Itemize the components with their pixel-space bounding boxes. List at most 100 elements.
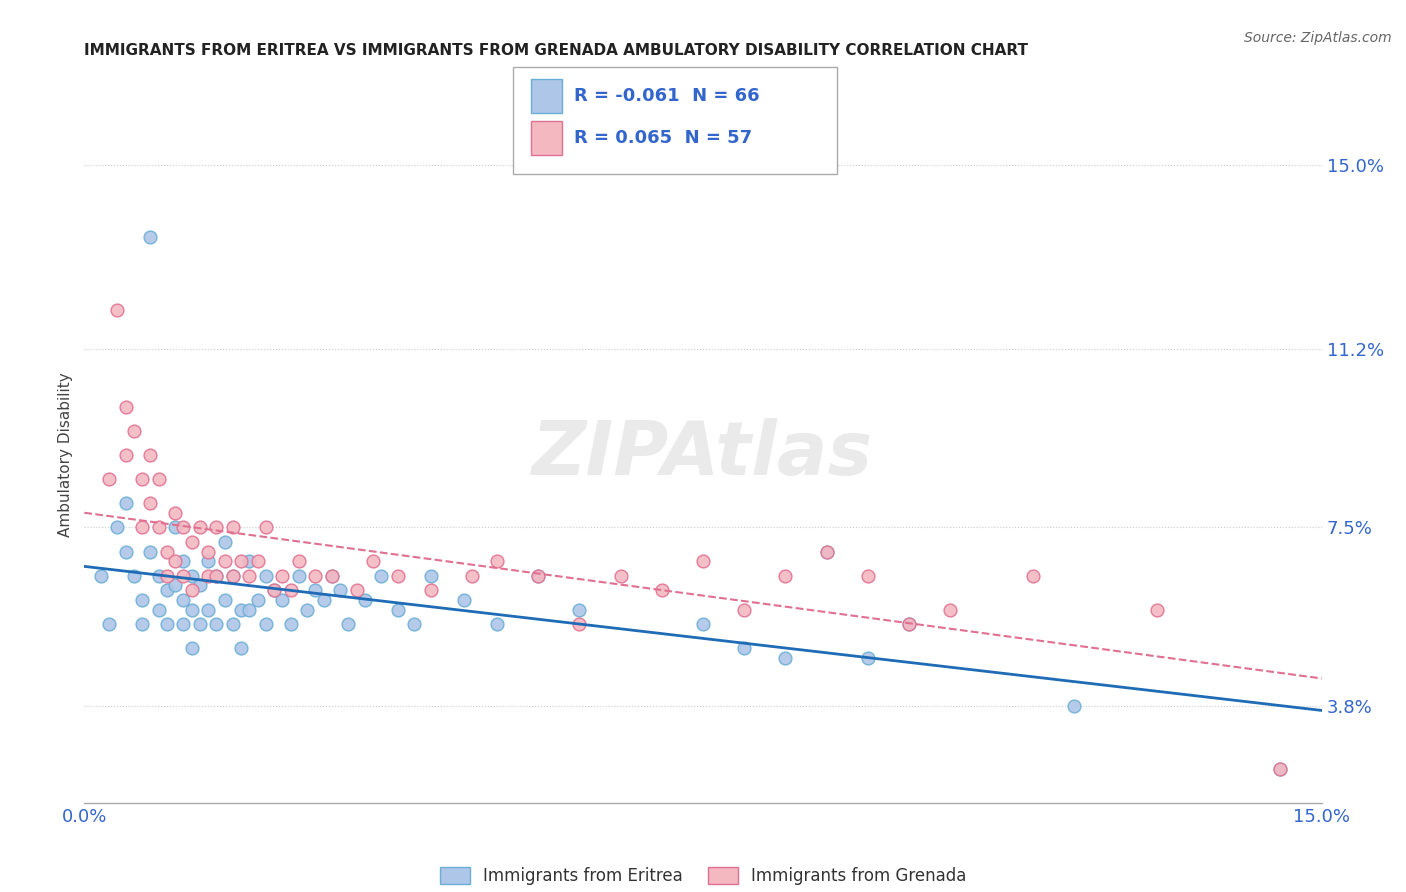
Point bbox=[387, 602, 409, 616]
Point bbox=[148, 568, 170, 582]
Point bbox=[114, 496, 136, 510]
Point bbox=[329, 583, 352, 598]
Point bbox=[131, 592, 153, 607]
Point bbox=[114, 400, 136, 414]
Text: Source: ZipAtlas.com: Source: ZipAtlas.com bbox=[1244, 31, 1392, 45]
Point bbox=[105, 303, 128, 318]
Point bbox=[419, 568, 441, 582]
Point bbox=[288, 554, 311, 568]
Point bbox=[222, 568, 245, 582]
Point bbox=[280, 617, 302, 632]
Point bbox=[131, 520, 153, 534]
Point bbox=[280, 583, 302, 598]
Point bbox=[222, 568, 245, 582]
Point bbox=[90, 568, 112, 582]
Point bbox=[321, 568, 343, 582]
Point bbox=[419, 583, 441, 598]
Point bbox=[288, 568, 311, 582]
Point bbox=[172, 592, 194, 607]
Point bbox=[139, 230, 162, 244]
Point bbox=[222, 520, 245, 534]
Point bbox=[172, 554, 194, 568]
Point bbox=[238, 554, 260, 568]
Point bbox=[246, 592, 269, 607]
Point bbox=[815, 544, 838, 558]
Point bbox=[165, 506, 187, 520]
Point bbox=[122, 568, 145, 582]
Point bbox=[651, 583, 673, 598]
Point bbox=[180, 583, 202, 598]
Point bbox=[271, 568, 294, 582]
Point bbox=[246, 554, 269, 568]
Point bbox=[1063, 699, 1085, 714]
Point bbox=[370, 568, 392, 582]
Point bbox=[568, 617, 591, 632]
Point bbox=[172, 617, 194, 632]
Point bbox=[527, 568, 550, 582]
Point bbox=[815, 544, 838, 558]
Point bbox=[165, 554, 187, 568]
Point bbox=[205, 568, 228, 582]
Point bbox=[898, 617, 921, 632]
Point bbox=[346, 583, 368, 598]
Point bbox=[361, 554, 384, 568]
Point bbox=[139, 544, 162, 558]
Point bbox=[156, 617, 179, 632]
Text: R = 0.065  N = 57: R = 0.065 N = 57 bbox=[574, 129, 752, 147]
Point bbox=[205, 520, 228, 534]
Point bbox=[205, 568, 228, 582]
Point bbox=[271, 592, 294, 607]
Point bbox=[188, 578, 211, 592]
Point bbox=[254, 617, 277, 632]
Point bbox=[1270, 762, 1292, 776]
Point bbox=[453, 592, 475, 607]
Point bbox=[148, 602, 170, 616]
Point bbox=[898, 617, 921, 632]
Point bbox=[156, 568, 179, 582]
Point bbox=[337, 617, 360, 632]
Point bbox=[122, 424, 145, 438]
Point bbox=[197, 602, 219, 616]
Point bbox=[485, 617, 508, 632]
Point bbox=[156, 544, 179, 558]
Point bbox=[692, 617, 714, 632]
Point bbox=[263, 583, 285, 598]
Point bbox=[131, 472, 153, 486]
Point bbox=[197, 554, 219, 568]
Point bbox=[609, 568, 631, 582]
Point bbox=[188, 520, 211, 534]
Point bbox=[321, 568, 343, 582]
Point bbox=[172, 568, 194, 582]
Point bbox=[105, 520, 128, 534]
Point bbox=[214, 554, 236, 568]
Legend: Immigrants from Eritrea, Immigrants from Grenada: Immigrants from Eritrea, Immigrants from… bbox=[433, 860, 973, 891]
Point bbox=[295, 602, 318, 616]
Point bbox=[188, 617, 211, 632]
Point bbox=[353, 592, 375, 607]
Point bbox=[461, 568, 484, 582]
Point bbox=[156, 583, 179, 598]
Point bbox=[568, 602, 591, 616]
Point bbox=[114, 448, 136, 462]
Point bbox=[304, 583, 326, 598]
Point bbox=[1146, 602, 1168, 616]
Point bbox=[312, 592, 335, 607]
Point bbox=[733, 641, 755, 656]
Point bbox=[856, 651, 879, 665]
Point bbox=[205, 617, 228, 632]
Point bbox=[856, 568, 879, 582]
Point bbox=[222, 617, 245, 632]
Point bbox=[254, 568, 277, 582]
Point bbox=[527, 568, 550, 582]
Point bbox=[148, 520, 170, 534]
Point bbox=[404, 617, 426, 632]
Point bbox=[775, 651, 797, 665]
Point bbox=[229, 554, 252, 568]
Point bbox=[775, 568, 797, 582]
Point bbox=[98, 472, 121, 486]
Point bbox=[263, 583, 285, 598]
Point bbox=[114, 544, 136, 558]
Text: ZIPAtlas: ZIPAtlas bbox=[533, 418, 873, 491]
Point bbox=[229, 602, 252, 616]
Point bbox=[165, 520, 187, 534]
